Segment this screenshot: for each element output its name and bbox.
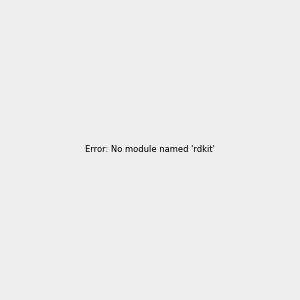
Text: Error: No module named 'rdkit': Error: No module named 'rdkit' <box>85 146 215 154</box>
